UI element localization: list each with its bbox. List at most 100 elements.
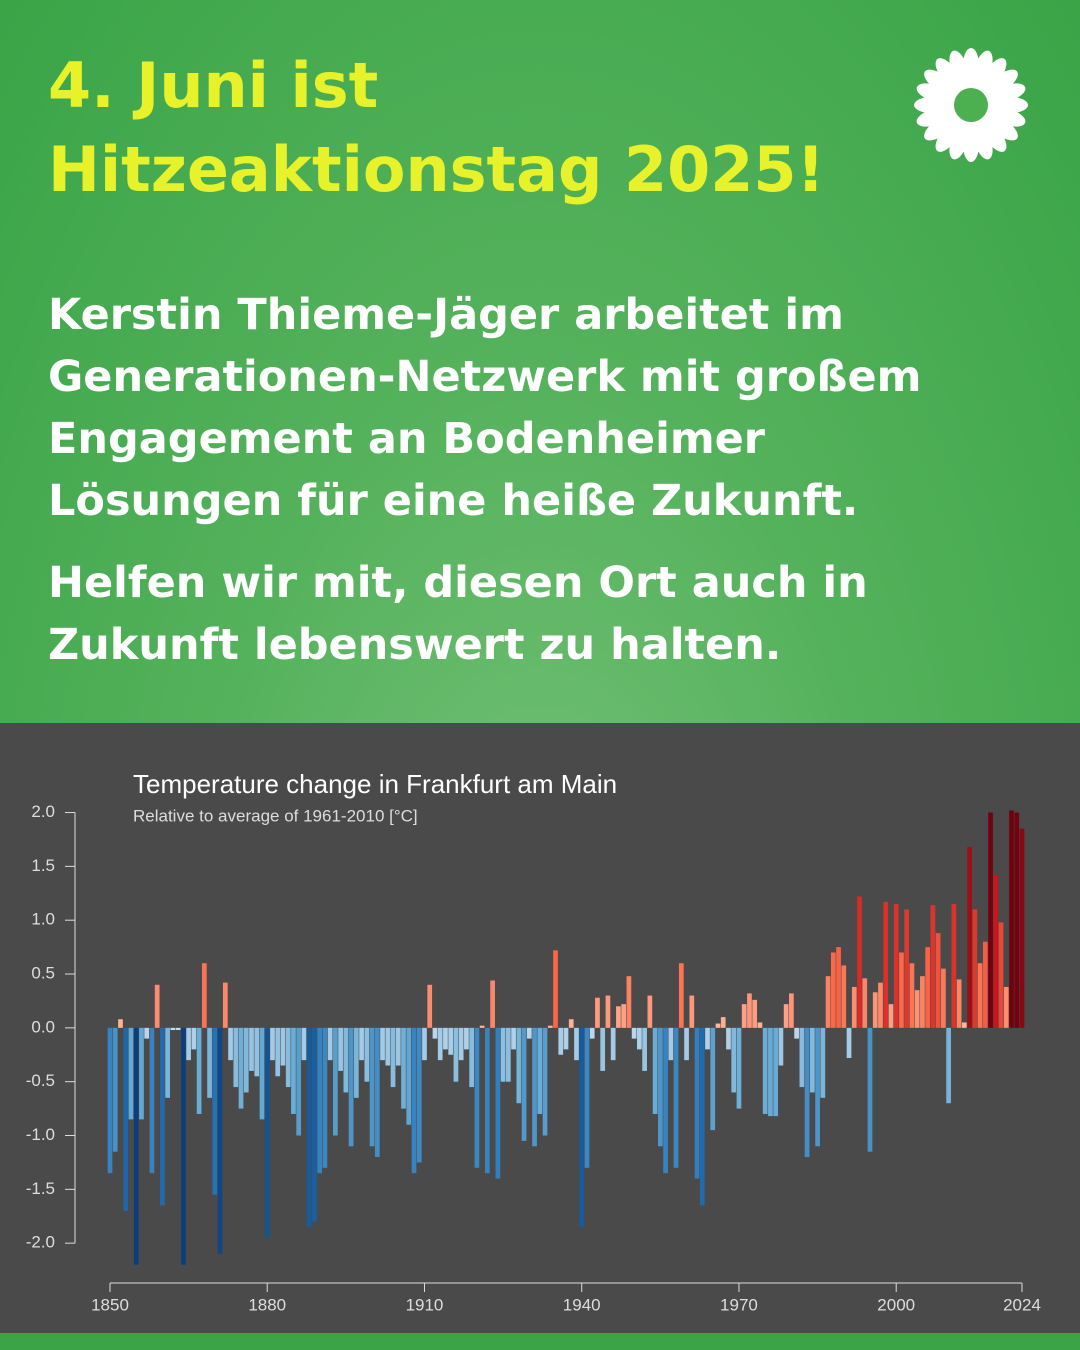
bar — [899, 952, 904, 1028]
bar — [652, 1027, 658, 1114]
bar — [589, 1027, 595, 1039]
bar — [878, 982, 883, 1028]
bar — [175, 1027, 181, 1031]
bar — [369, 1027, 375, 1147]
bar — [830, 952, 836, 1028]
bar — [794, 1027, 799, 1039]
bar — [741, 1004, 747, 1028]
bar — [201, 963, 207, 1028]
bar — [259, 1027, 265, 1120]
bar — [374, 1027, 380, 1158]
bar — [395, 1027, 401, 1066]
bar — [464, 1027, 469, 1050]
bar — [647, 995, 653, 1028]
bar — [600, 1027, 606, 1071]
y-tick-label: -0.5 — [26, 1071, 55, 1090]
bar — [815, 1027, 820, 1147]
bar — [631, 1027, 637, 1039]
bar — [1019, 828, 1025, 1028]
bar — [967, 846, 972, 1028]
bar — [485, 1027, 490, 1174]
bar — [584, 1027, 590, 1168]
text-line: Helfen wir mit, diesen Ort auch in — [48, 558, 868, 608]
bar — [762, 1027, 768, 1114]
bar — [789, 993, 794, 1028]
bar — [312, 1027, 317, 1222]
bar — [343, 1027, 349, 1093]
y-tick-label: -1.0 — [26, 1125, 55, 1144]
bar — [511, 1027, 516, 1050]
bar — [532, 1027, 537, 1147]
bar — [479, 1025, 485, 1028]
bar — [684, 1027, 689, 1061]
bar — [448, 1027, 454, 1055]
bar — [149, 1027, 155, 1174]
bar — [490, 980, 495, 1028]
bar — [736, 1027, 742, 1109]
bar — [537, 1027, 543, 1114]
chart: Temperature change in Frankfurt am Main … — [0, 723, 1080, 1333]
bar — [144, 1027, 150, 1039]
bar — [998, 922, 1004, 1028]
paragraph: Kerstin Thieme-Jäger arbeitet im Generat… — [48, 284, 1080, 532]
sunflower-logo — [914, 48, 1028, 162]
bar — [1009, 810, 1014, 1028]
bar — [254, 1027, 260, 1077]
petal — [974, 126, 993, 160]
bar — [280, 1027, 286, 1066]
bar — [925, 947, 931, 1028]
bar — [222, 982, 228, 1028]
bar — [715, 1023, 721, 1028]
bar — [495, 1027, 501, 1179]
x-tick-label: 2000 — [877, 1295, 915, 1314]
x-tick-label: 2024 — [1003, 1295, 1041, 1314]
bar — [951, 904, 957, 1028]
bar — [348, 1027, 354, 1147]
bar — [443, 1027, 448, 1050]
y-tick-label: 0.5 — [31, 964, 55, 983]
petal — [935, 122, 960, 152]
bar — [862, 978, 868, 1028]
bar — [568, 1019, 574, 1028]
bar — [196, 1027, 202, 1114]
petal — [982, 122, 1007, 152]
bar — [458, 1027, 464, 1061]
bar — [747, 993, 752, 1028]
bar — [186, 1027, 191, 1061]
bar — [500, 1027, 506, 1082]
bar — [668, 1027, 674, 1061]
petal — [992, 83, 1026, 102]
bar — [616, 1006, 621, 1028]
bar — [291, 1027, 296, 1114]
paragraph: Helfen wir mit, diesen Ort auch in Zukun… — [48, 552, 1080, 676]
title-line: 4. Juni ist — [48, 49, 379, 122]
bar — [773, 1027, 779, 1117]
bar — [416, 1027, 422, 1163]
bar — [306, 1027, 312, 1228]
bar — [422, 1027, 427, 1061]
bar — [820, 1027, 826, 1098]
bar — [626, 976, 632, 1028]
bar — [301, 1027, 307, 1061]
bar — [621, 1004, 627, 1028]
bar — [595, 997, 600, 1028]
y-tick-label: -2.0 — [26, 1233, 55, 1252]
bar — [726, 1027, 731, 1050]
bar — [411, 1027, 417, 1174]
bar — [427, 984, 433, 1028]
bar — [642, 1027, 647, 1071]
bar — [270, 1027, 275, 1061]
bar — [243, 1027, 249, 1093]
bar — [212, 1027, 218, 1195]
chart-title: Temperature change in Frankfurt am Main — [133, 769, 617, 799]
bar — [930, 905, 936, 1028]
x-tick-label: 1940 — [563, 1295, 601, 1314]
bar — [406, 1027, 412, 1125]
bar — [678, 963, 684, 1028]
bar — [783, 1004, 789, 1028]
bar — [128, 1027, 134, 1120]
bar — [123, 1027, 129, 1211]
bar — [553, 950, 558, 1028]
x-tick-label: 1910 — [406, 1295, 444, 1314]
